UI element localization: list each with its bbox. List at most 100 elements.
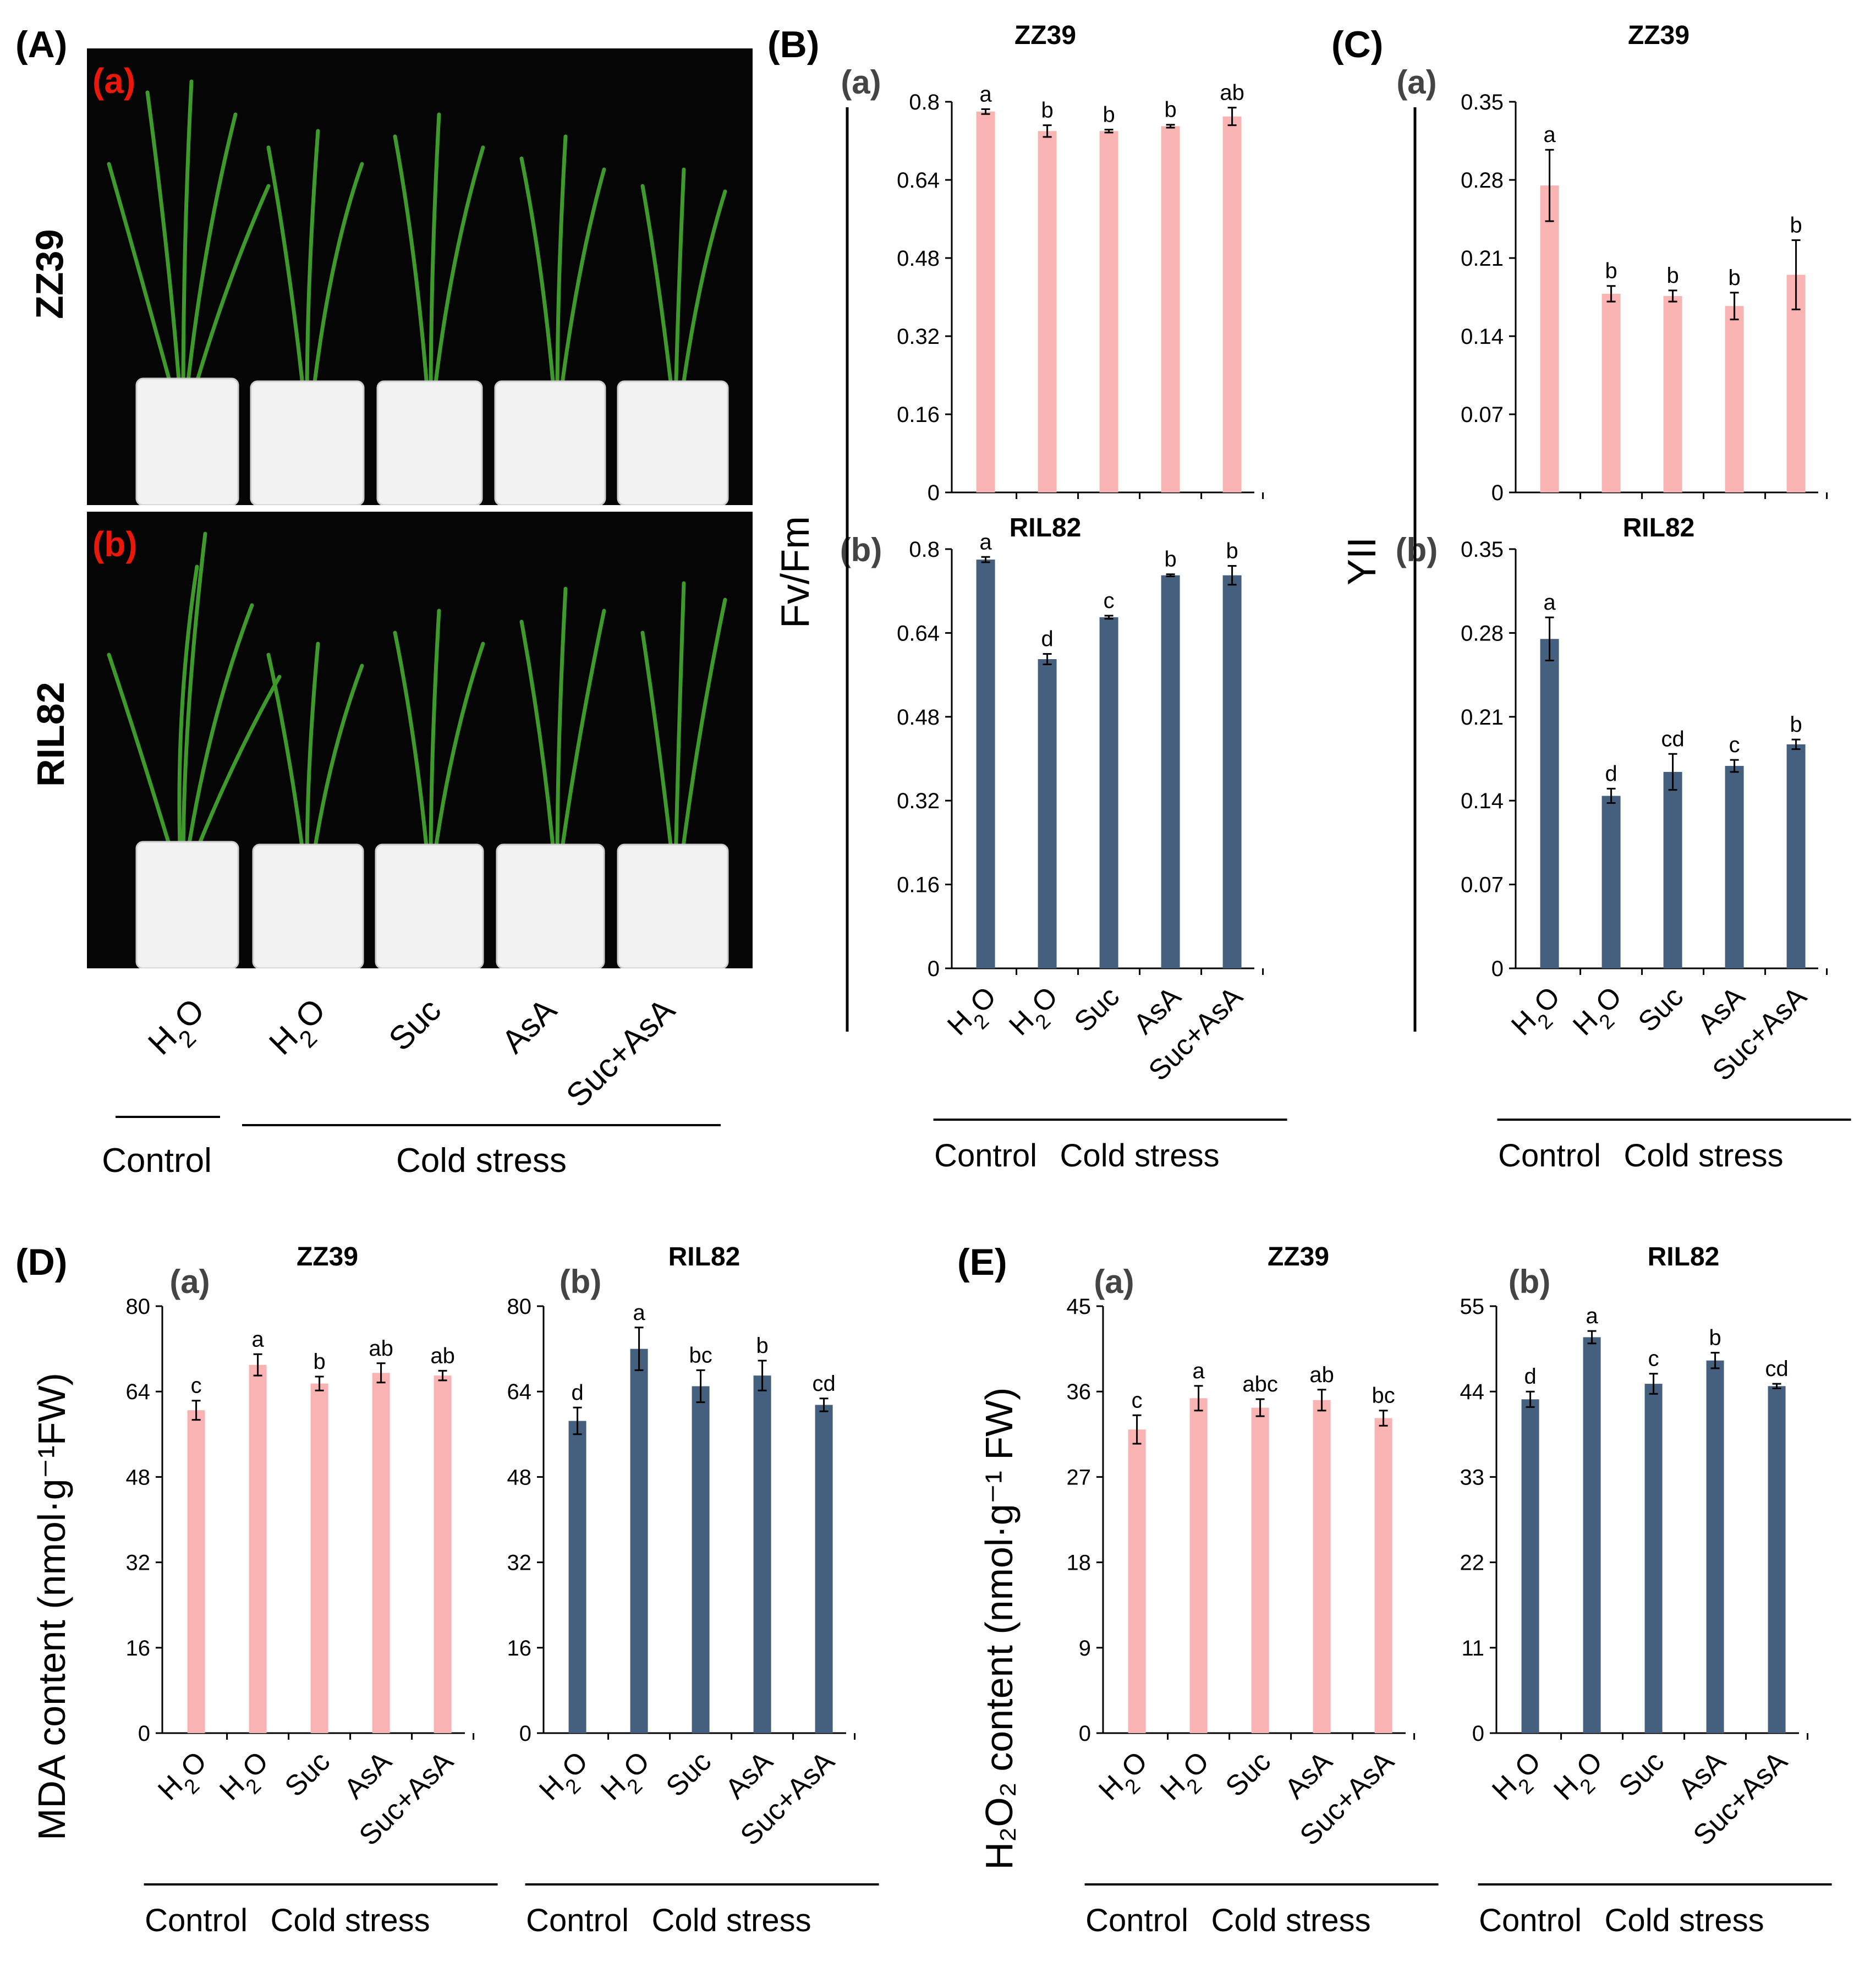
x-tick-label: Suc <box>1220 1745 1277 1802</box>
y-tick-label: 0 <box>928 481 940 505</box>
tick-label-part: H <box>1003 1005 1040 1042</box>
photo-tag-b: (b) <box>92 524 138 564</box>
bar <box>1725 766 1744 968</box>
chart-title: RIL82 <box>1623 513 1695 542</box>
tick-label-part: H <box>1486 1769 1523 1807</box>
x-tick-label: H2O <box>1486 1745 1554 1813</box>
y-tick-label: 0 <box>1491 481 1504 505</box>
y-tick-label: 0.32 <box>897 789 940 813</box>
y-tick-label: 0.32 <box>897 325 940 349</box>
y-tick-label: 80 <box>507 1295 532 1319</box>
bar <box>1099 131 1118 492</box>
y-tick-label: 64 <box>126 1380 151 1404</box>
tick-label-part: O <box>617 1745 656 1784</box>
significance-letter: a <box>979 530 992 554</box>
x-tick-label: H2O <box>152 1745 220 1813</box>
significance-letter: ab <box>1220 81 1244 105</box>
bar <box>1540 639 1559 968</box>
tick-label-part: O <box>236 1745 275 1784</box>
y-tick-label: 0.16 <box>897 403 940 427</box>
significance-letter: b <box>1041 98 1053 123</box>
y-tick-label: 0.64 <box>897 621 940 645</box>
bar <box>1222 116 1242 492</box>
significance-letter: c <box>1132 1388 1143 1412</box>
subpanel-tag: (b) <box>1396 531 1438 568</box>
pots <box>135 841 729 968</box>
chart-yii-ril82: RIL82 (b) 0 0.07 0.14 0.21 0.28 0.35 a H2O d H2O cd S… <box>1396 513 1851 1174</box>
x-tick-label: H2O <box>595 1745 662 1813</box>
y-tick-label: 36 <box>1067 1380 1091 1404</box>
photo-treatment-label: Suc+AsA <box>559 991 682 1114</box>
significance-letter: b <box>1790 713 1802 737</box>
y-tick-label: 32 <box>507 1551 532 1575</box>
photo-zz39-illustration <box>107 79 729 505</box>
bar <box>753 1375 771 1733</box>
group-label-cold: Cold stress <box>1624 1138 1784 1174</box>
tick-label-part: H <box>1154 1769 1192 1807</box>
y-tick-label: 16 <box>507 1636 532 1660</box>
bar <box>692 1386 710 1733</box>
rice-plants <box>107 79 727 403</box>
pots <box>135 377 729 505</box>
subpanel-tag: (a) <box>169 1263 210 1300</box>
tick-label-part: O <box>1177 1745 1215 1784</box>
x-tick-label: H2O <box>1548 1745 1615 1813</box>
y-tick-label: 0 <box>519 1722 531 1746</box>
photo-treatment-label: H2O <box>141 991 220 1070</box>
significance-letter: c <box>1648 1347 1659 1371</box>
significance-letter: d <box>1041 627 1053 651</box>
significance-letter: a <box>1586 1304 1598 1328</box>
tick-label-part: O <box>1589 980 1628 1019</box>
tick-label-part: H <box>1567 1005 1604 1042</box>
chart-title: RIL82 <box>1010 513 1082 542</box>
group-label-control: Control <box>1479 1903 1582 1938</box>
y-tick-label: 48 <box>126 1465 151 1489</box>
tick-label-part: O <box>288 991 332 1035</box>
x-tick-label: Suc <box>1613 1745 1670 1802</box>
bar <box>1583 1337 1601 1733</box>
y-tick-label: 9 <box>1079 1636 1091 1660</box>
bar <box>310 1383 328 1733</box>
bar <box>249 1364 267 1733</box>
bar <box>1128 1429 1146 1733</box>
y-tick-label: 0 <box>138 1722 150 1746</box>
panel-letter-B: (B) <box>767 24 820 65</box>
y-tick-label: 44 <box>1460 1380 1485 1404</box>
tick-label-part: H <box>941 1005 979 1042</box>
variety-label-ril82: RIL82 <box>29 682 72 787</box>
x-tick-label: H2O <box>1154 1745 1222 1813</box>
y-tick-label: 0.48 <box>897 246 940 271</box>
bar <box>1161 575 1180 968</box>
group-label-cold: Cold stress <box>652 1903 811 1938</box>
y-tick-label: 27 <box>1067 1465 1091 1489</box>
bar <box>568 1421 586 1733</box>
photo-ril82: (b) <box>87 512 753 968</box>
y-tick-label: 32 <box>126 1551 151 1575</box>
significance-letter: b <box>1102 103 1115 127</box>
significance-letter: b <box>1790 213 1802 238</box>
significance-letter: d <box>571 1380 583 1405</box>
photo-ril82-illustration <box>107 531 729 968</box>
group-label-cold: Cold stress <box>1211 1903 1371 1938</box>
group-label-control: Control <box>1085 1903 1188 1938</box>
chart-fvfm-zz39: ZZ39(a)00.160.320.480.640.8 ab b bab <box>841 21 1264 505</box>
tick-label-part: H <box>595 1769 632 1807</box>
tick-label-part: H <box>152 1769 189 1807</box>
photo-treatment-label: Suc <box>382 991 448 1057</box>
significance-letter: b <box>1666 264 1678 288</box>
bar <box>187 1410 205 1733</box>
group-label-control: Control <box>934 1138 1037 1174</box>
bar <box>976 111 995 492</box>
significance-letter: b <box>1164 547 1176 572</box>
tick-label-part: O <box>174 1745 213 1784</box>
bar <box>1601 293 1621 492</box>
significance-letter: a <box>1543 590 1556 615</box>
chart-mda-ril82: RIL82(b)01632486480dH2OaH2ObcSucbAsAcdSu… <box>507 1242 879 1938</box>
tick-label-part: O <box>556 1745 594 1784</box>
y-tick-label: 55 <box>1460 1295 1485 1319</box>
y-tick-label: 0 <box>1491 957 1504 981</box>
bar <box>1313 1400 1331 1733</box>
significance-letter: d <box>1524 1364 1536 1389</box>
